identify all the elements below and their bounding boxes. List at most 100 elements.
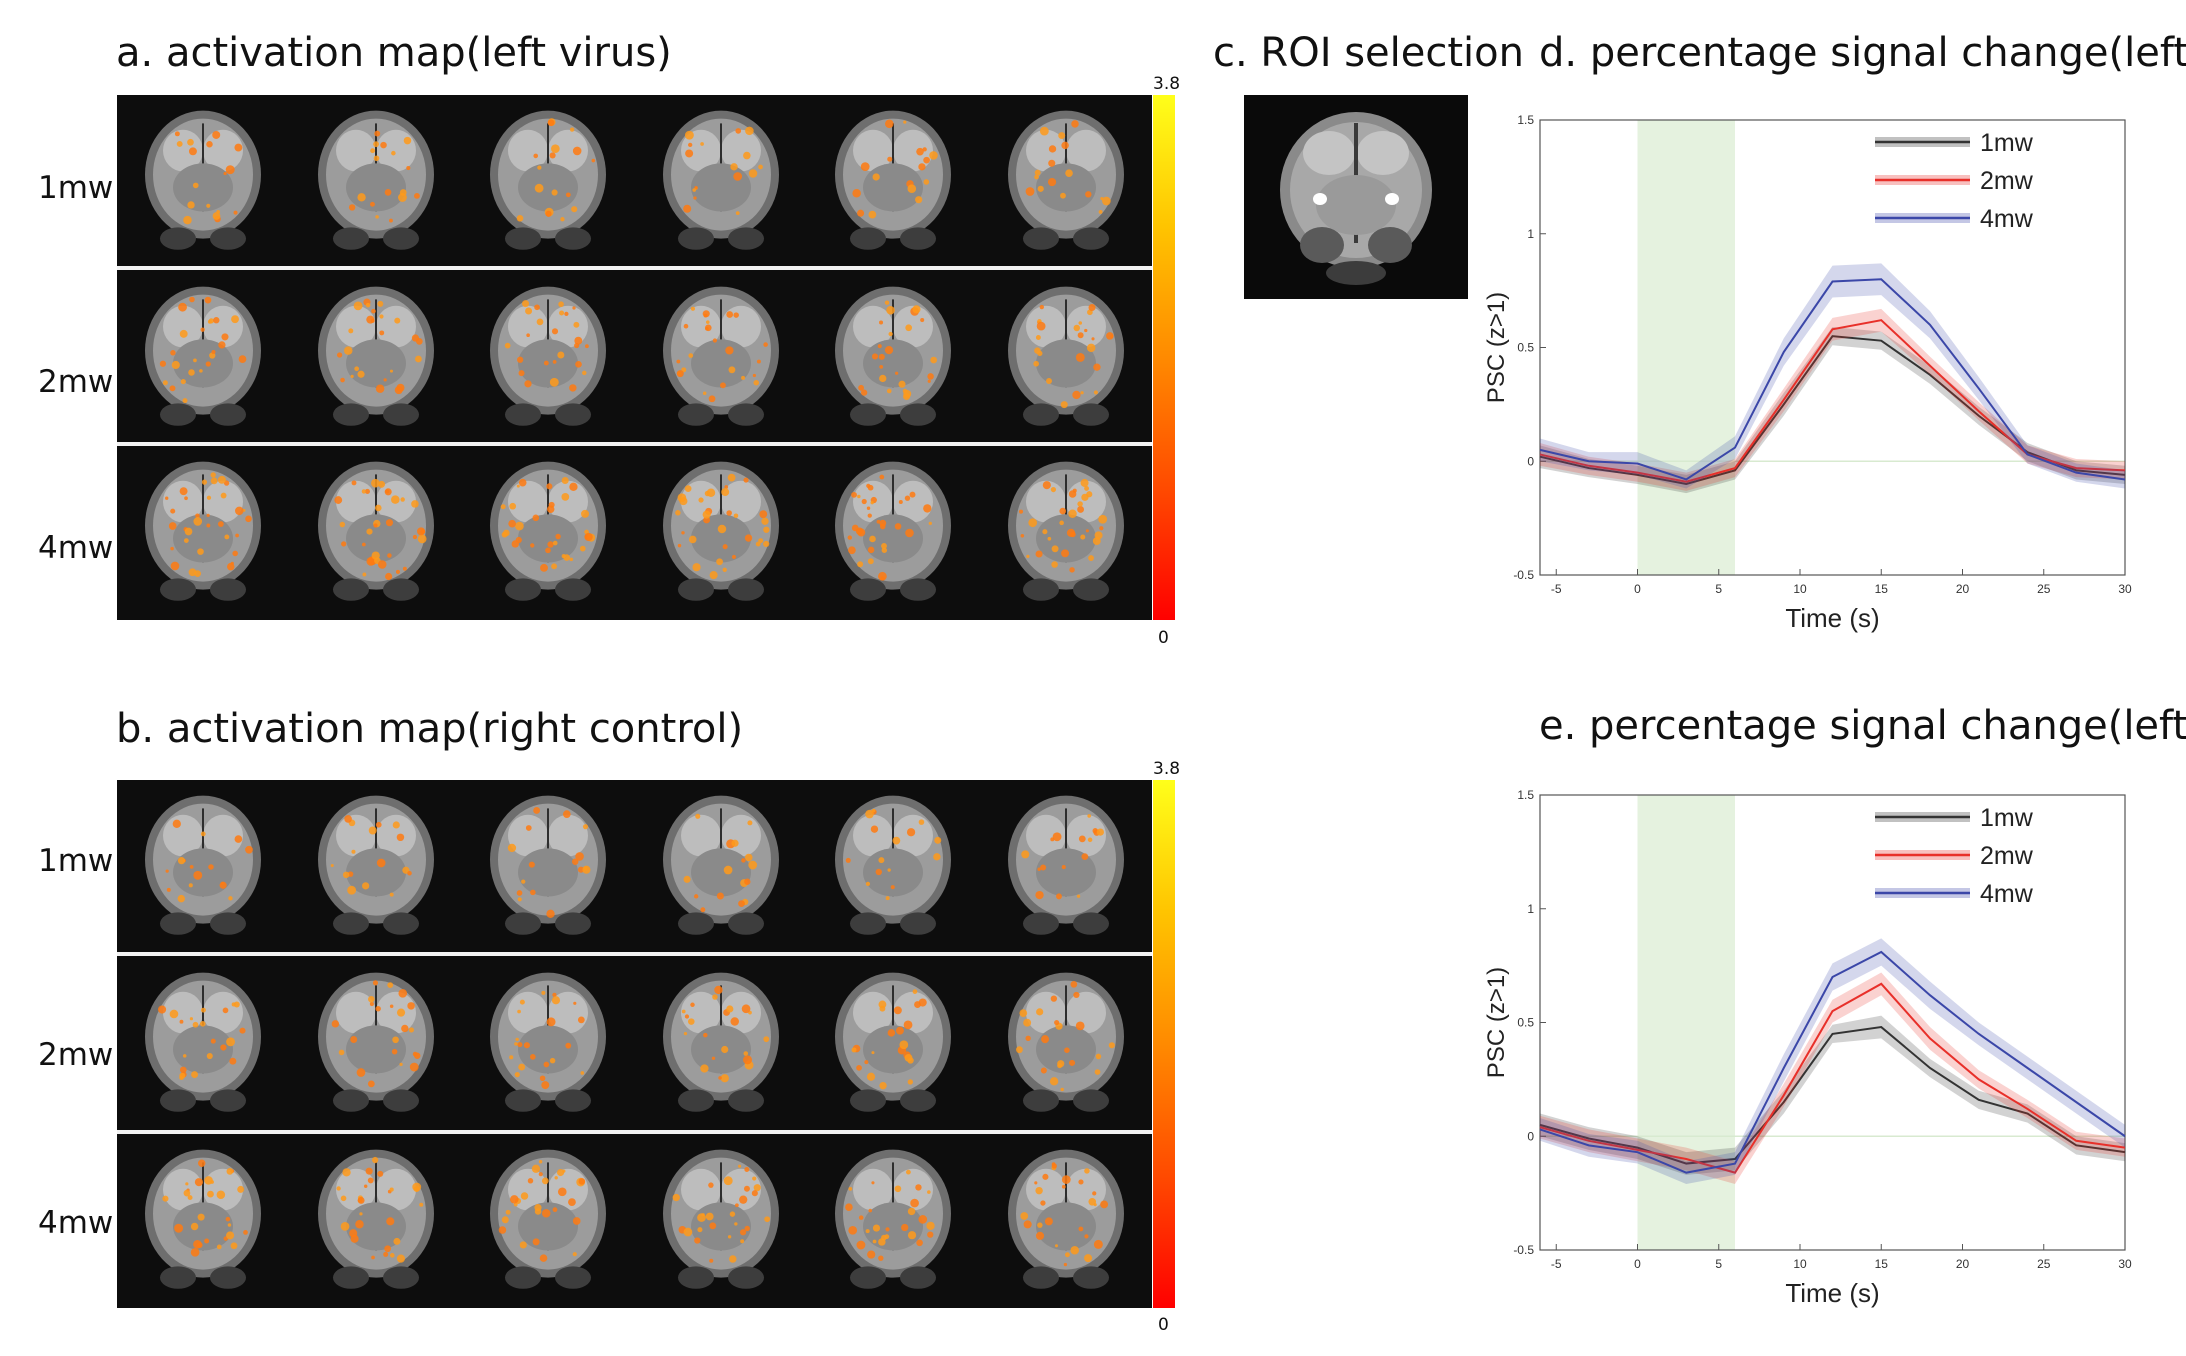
activation-blob	[927, 373, 935, 380]
activation-blob	[182, 398, 188, 404]
activation-blob	[543, 1061, 550, 1068]
activation-blob	[864, 1060, 869, 1065]
activation-blob	[521, 1192, 529, 1200]
x-tick-label: 20	[1956, 582, 1970, 596]
activation-blob	[1075, 352, 1085, 362]
activation-blob	[394, 386, 403, 395]
activation-blob	[370, 1255, 375, 1260]
activation-blob	[1060, 549, 1069, 558]
activation-blob	[1083, 1168, 1090, 1174]
activation-blob	[566, 192, 571, 198]
activation-blob	[389, 1004, 394, 1009]
activation-blob	[1059, 520, 1064, 526]
activation-blob	[740, 375, 745, 380]
activation-blob	[524, 380, 532, 388]
activation-blob	[224, 534, 230, 540]
activation-blob	[1083, 486, 1089, 491]
activation-blob	[570, 127, 575, 132]
activation-blob	[887, 868, 892, 872]
legend-label-2mw: 2mw	[1980, 167, 2034, 195]
activation-blob	[206, 141, 213, 148]
activation-blob	[389, 1253, 395, 1258]
activation-blob	[912, 989, 918, 994]
activation-blob	[540, 563, 549, 572]
activation-blob	[739, 1229, 746, 1236]
activation-blob	[684, 149, 693, 158]
activation-blob	[1018, 509, 1023, 514]
brain-slice	[490, 110, 607, 250]
activation-blob	[1040, 1035, 1049, 1044]
activation-blob	[389, 369, 393, 373]
activation-blob	[505, 1209, 511, 1215]
activation-blob	[856, 1064, 863, 1071]
activation-blob	[210, 472, 217, 478]
activation-blob	[1040, 1200, 1046, 1206]
activation-blob	[578, 866, 585, 873]
activation-blob	[707, 1182, 714, 1188]
activation-blob	[1080, 478, 1089, 487]
activation-blob	[688, 535, 697, 544]
activation-blob	[1066, 528, 1075, 537]
stimulus-window	[1637, 120, 1735, 575]
activation-blob	[526, 825, 532, 831]
activation-blob	[731, 554, 736, 559]
activation-blob	[528, 1178, 534, 1184]
activation-blob	[1096, 828, 1104, 836]
activation-blob	[1093, 363, 1101, 371]
activation-blob	[737, 1164, 741, 1168]
activation-blob	[728, 1255, 737, 1263]
activation-blob	[573, 146, 582, 156]
activation-blob	[1037, 867, 1041, 871]
activation-blob	[872, 1239, 877, 1244]
activation-blob	[575, 360, 583, 368]
activation-blob	[389, 892, 394, 897]
activation-blob	[226, 1037, 236, 1047]
activation-blob	[162, 1195, 169, 1202]
activation-blob	[751, 1176, 757, 1181]
activation-blob	[552, 992, 557, 997]
activation-blob	[848, 1225, 858, 1235]
activation-blob	[1047, 177, 1056, 187]
activation-blob	[718, 1076, 722, 1080]
activation-blob	[694, 186, 698, 190]
activation-blob	[1052, 832, 1062, 842]
activation-blob	[585, 344, 590, 349]
legend-label-1mw: 1mw	[1980, 129, 2034, 157]
activation-blob	[519, 478, 527, 487]
activation-blob	[722, 544, 728, 550]
activation-blob	[848, 546, 856, 555]
activation-blob	[503, 529, 510, 537]
activation-blob	[369, 1002, 374, 1007]
activation-blob	[733, 312, 739, 318]
activation-blob	[559, 310, 565, 316]
activation-blob	[742, 1055, 752, 1065]
activation-blob	[408, 1027, 414, 1033]
activation-blob	[533, 153, 539, 159]
activation-blob	[410, 500, 419, 508]
activation-blob	[861, 162, 870, 171]
activation-blob	[735, 128, 741, 134]
activation-blob	[398, 989, 407, 998]
activation-blob	[1033, 174, 1039, 180]
activation-blob	[887, 1029, 896, 1037]
activation-blob	[406, 166, 411, 171]
activation-blob	[411, 334, 419, 342]
activation-blob	[574, 336, 583, 345]
activation-blob	[552, 1207, 558, 1213]
activation-blob	[1080, 391, 1084, 395]
activation-blob	[530, 889, 536, 896]
activation-blob	[582, 370, 587, 376]
activation-blob	[927, 1231, 934, 1238]
activation-blob	[339, 377, 345, 383]
activation-blob	[692, 188, 696, 192]
activation-blob	[885, 1227, 890, 1232]
activation-blob	[1051, 545, 1059, 553]
activation-blob	[865, 1229, 870, 1234]
legend-label-4mw: 4mw	[1980, 205, 2034, 233]
activation-blob	[201, 1007, 207, 1013]
activation-blob	[171, 360, 181, 370]
activation-blob	[879, 1005, 886, 1012]
activation-blob	[184, 496, 189, 501]
activation-blob	[845, 1203, 853, 1211]
activation-blob	[384, 489, 390, 494]
